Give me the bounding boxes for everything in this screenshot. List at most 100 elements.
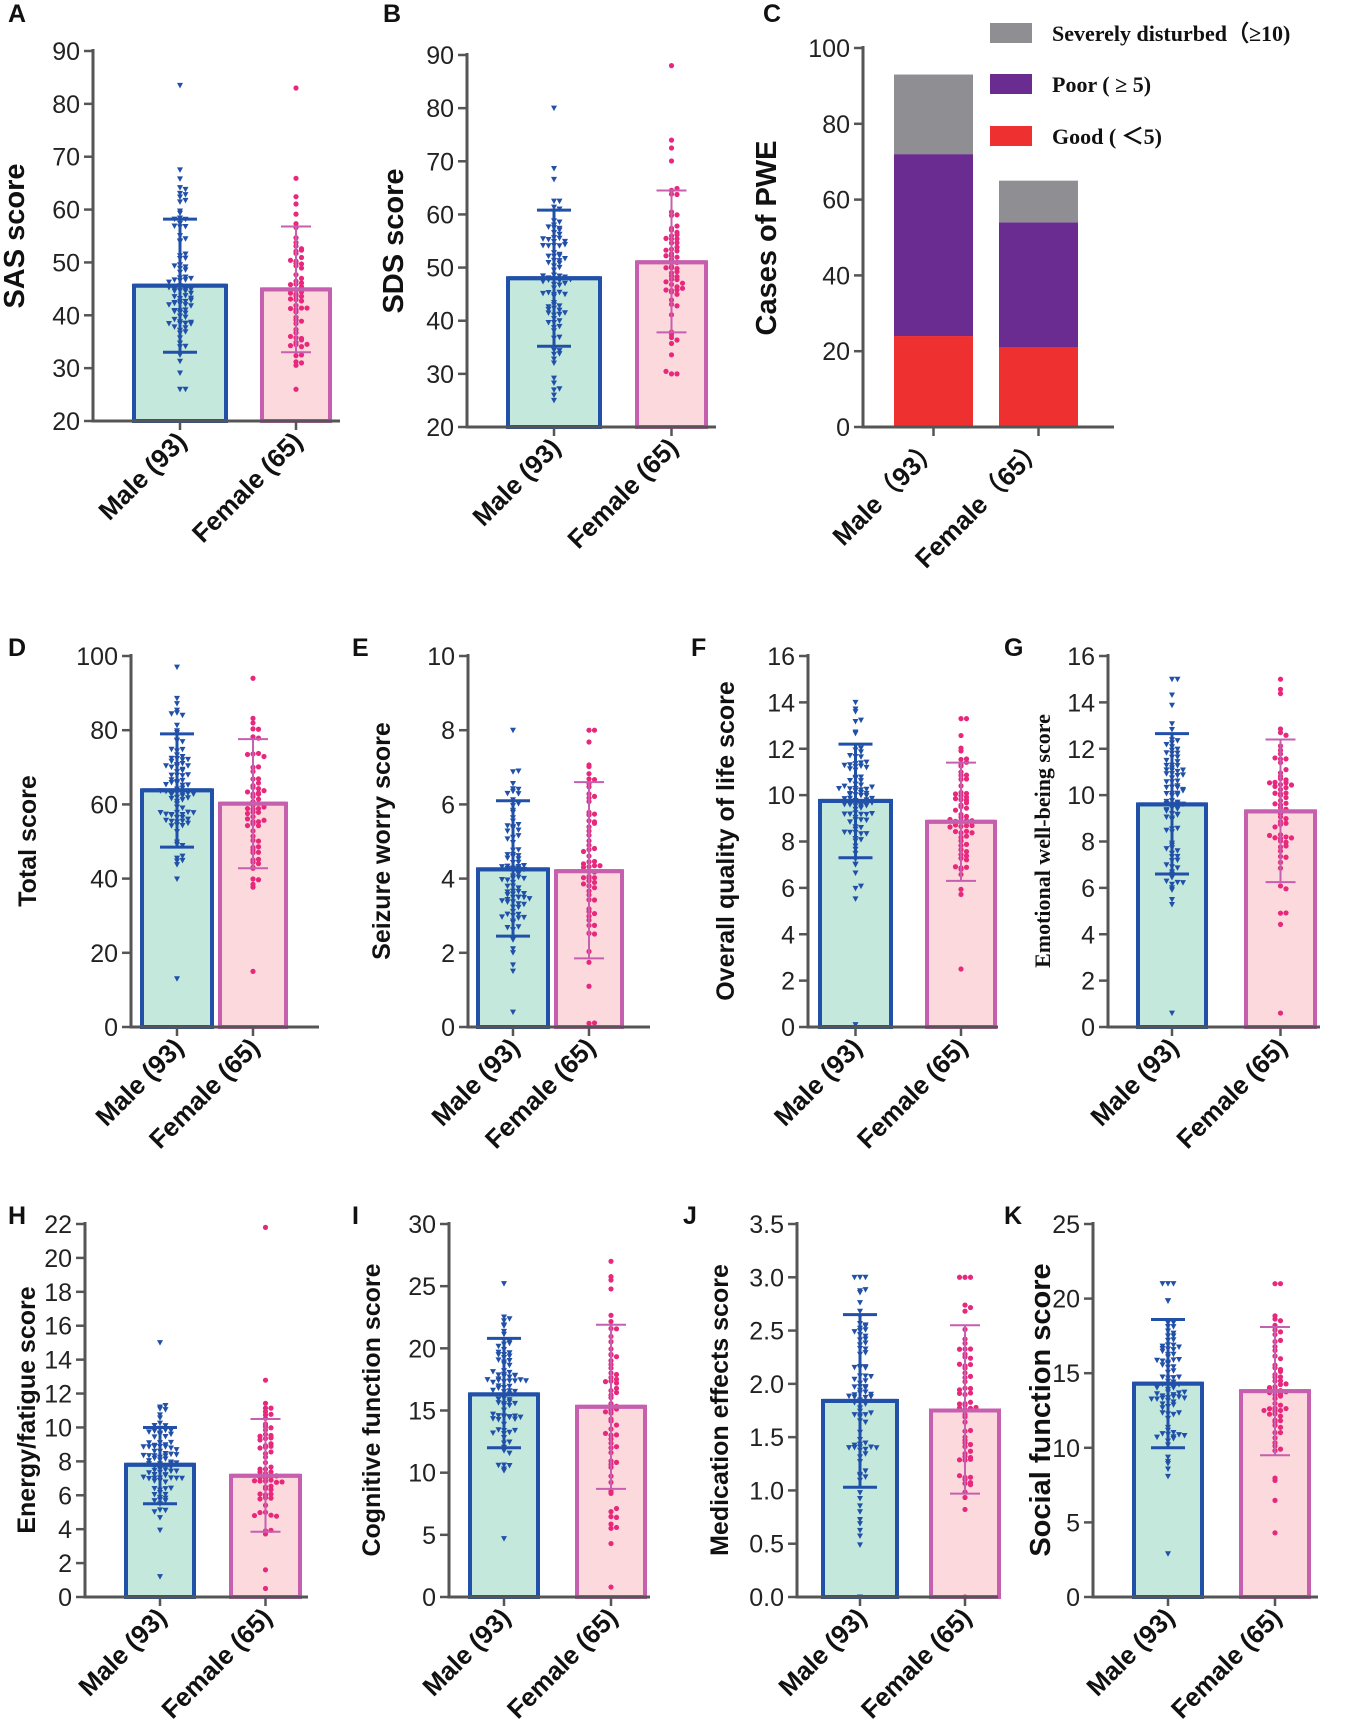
data-point-male [512,1427,518,1434]
data-point-female [967,1441,974,1448]
data-point-male [504,883,511,890]
data-point-male [551,166,557,172]
data-point-female [1277,1329,1284,1335]
data-point-female [1266,832,1273,839]
data-point-male [499,864,505,870]
data-point-male [1169,885,1175,891]
data-point-male [495,1427,502,1433]
data-point-female [967,1361,974,1368]
data-point-male [1163,762,1170,769]
data-point-male [1170,1324,1177,1330]
data-point-male [847,811,853,818]
data-point-female [1277,910,1284,916]
data-point-male [556,235,563,242]
data-point-male [157,1340,163,1346]
data-point-male [490,1369,496,1375]
data-point-female [967,1454,974,1461]
legend-label: Good ( ＜5) [1052,124,1162,149]
data-point-male [1159,1348,1166,1355]
data-point-male [551,105,557,112]
data-point-male [157,1507,163,1513]
y-tick-label: 16 [44,1313,72,1341]
data-point-male [1176,1357,1182,1363]
data-point-male [185,782,191,788]
data-point-male [852,870,859,877]
data-point-male [168,758,175,765]
data-point-male [182,293,189,299]
data-point-male [182,314,189,321]
data-point-male [179,753,186,760]
data-point-female [279,1479,285,1485]
data-point-female [952,828,959,835]
y-tick-label: 3.5 [749,1211,784,1239]
data-point-female [250,726,256,732]
data-point-male [545,253,552,260]
data-point-female [613,1389,620,1396]
data-point-male [179,757,186,763]
data-point-female [1283,843,1289,849]
x-category-label: Male (93) [92,426,192,526]
data-point-female [591,1020,598,1026]
data-point-female [298,298,305,304]
data-point-male [171,263,178,269]
data-point-male [1163,790,1170,797]
data-point-female [268,1464,274,1470]
data-point-female [963,833,970,839]
segment-good [999,347,1078,427]
data-point-male [188,319,194,326]
data-point-male [1170,1399,1177,1405]
y-axis-label: Emotional well-being score [1030,714,1055,968]
y-axis-label: Medication effects score [706,1264,734,1556]
data-point-male [146,1470,152,1476]
data-point-male [188,295,194,302]
data-point-female [956,1473,963,1479]
data-point-male [140,1444,147,1450]
data-point-male [177,190,183,197]
data-point-female [1277,1378,1284,1384]
data-point-male [556,307,563,314]
data-point-male [151,1467,158,1474]
data-point-female [967,1373,974,1379]
data-point-male [157,1412,163,1418]
data-point-male [857,1542,863,1548]
data-point-male [521,901,527,908]
data-point-male [1174,792,1181,798]
data-point-male [851,1442,858,1449]
data-point-male [506,1374,513,1381]
data-point-male [171,299,178,306]
data-point-male [162,1427,169,1434]
data-point-male [841,811,848,818]
data-point-male [545,310,552,316]
data-point-male [501,1448,507,1454]
y-tick-label: 8 [781,829,795,857]
data-point-male [1163,827,1170,834]
data-point-female [679,280,686,286]
data-point-female [250,876,256,882]
panel-label: H [8,1202,26,1230]
data-point-male [182,277,189,283]
data-point-male [157,809,164,816]
data-point-male [851,1376,858,1383]
data-point-male [151,1455,158,1462]
data-point-female [257,1478,263,1484]
data-point-male [504,790,511,797]
data-point-female [586,776,592,782]
data-point-female [663,253,669,259]
y-tick-label: 60 [822,187,850,215]
data-point-male [862,1364,869,1370]
data-point-female [663,368,669,374]
data-point-male [858,790,864,796]
data-point-male [551,360,557,366]
data-point-male [1176,1432,1182,1438]
data-point-male [540,236,546,242]
data-point-male [177,386,183,393]
data-point-male [540,273,546,279]
data-point-male [506,1402,513,1409]
data-point-male [499,876,505,883]
data-point-female [674,240,680,246]
data-point-male [869,795,875,802]
data-point-male [171,324,178,330]
data-point-female [591,863,598,869]
data-point-male [847,829,853,836]
